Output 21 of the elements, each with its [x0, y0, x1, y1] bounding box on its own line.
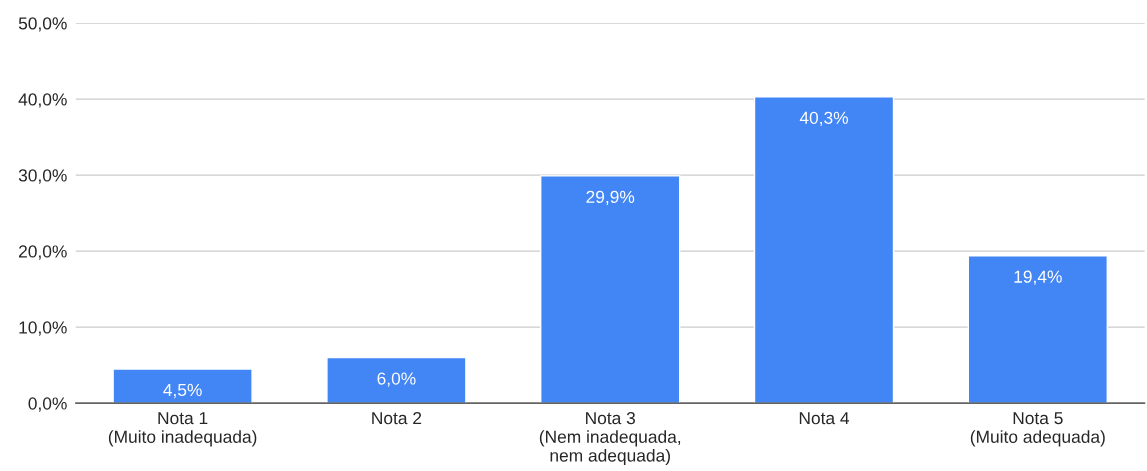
data-label: 6,0% [377, 372, 416, 387]
data-label: 19,4% [1014, 270, 1062, 285]
y-tick-label: 10,0% [19, 321, 67, 336]
bar [326, 356, 467, 404]
y-tick-label: 20,0% [19, 245, 67, 260]
x-tick-label: Nota 3 (Nem inadequada, nem adequada) [539, 411, 681, 466]
y-tick-label: 30,0% [18, 169, 67, 184]
bar [112, 368, 253, 404]
x-tick-label: Nota 2 [372, 411, 422, 425]
bar [540, 175, 681, 404]
data-label: 40,3% [799, 111, 848, 126]
data-label: 4,5% [163, 383, 202, 399]
y-tick-label: 0,0% [28, 397, 67, 412]
y-tick-label: 50,0% [18, 17, 67, 32]
x-tick-label: Nota 5 (Muito adequada) [970, 412, 1105, 447]
data-label: 29,9% [586, 190, 635, 206]
bar [753, 96, 895, 404]
y-tick-label: 40,0% [18, 93, 67, 108]
x-tick-label: Nota 1 (Muito inadequada) [108, 412, 257, 447]
x-tick-label: Nota 4 [799, 412, 850, 425]
bar [967, 255, 1108, 404]
